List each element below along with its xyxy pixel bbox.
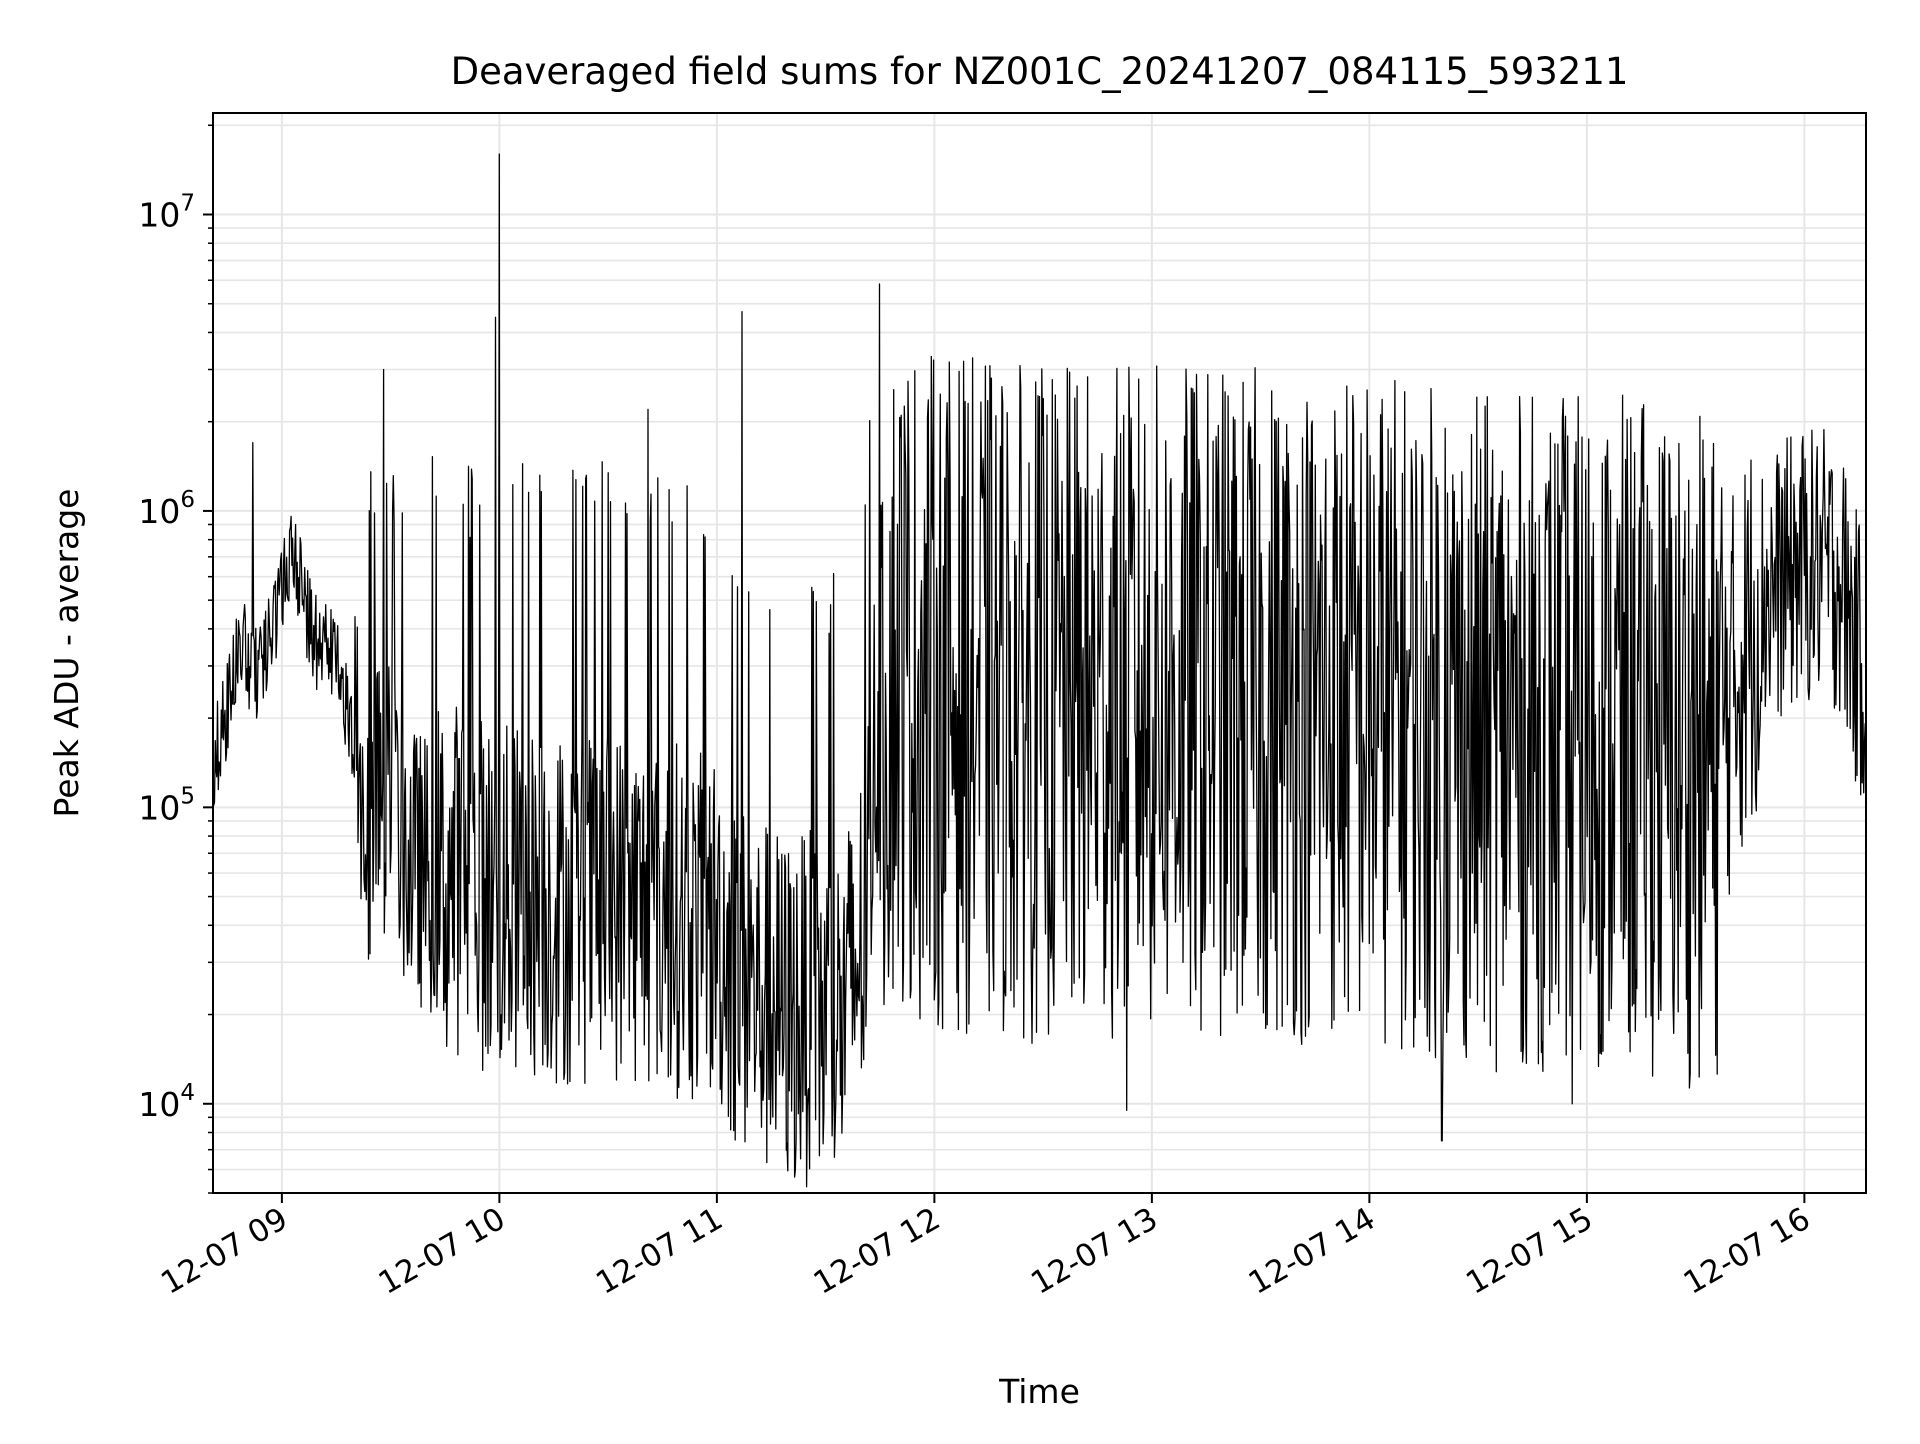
data-layer [212,153,1867,1188]
y-tick-label: 105 [138,783,195,827]
y-axis-label: Peak ADU - average [47,489,86,818]
y-tick-label: 106 [138,487,195,531]
y-tick-label: 107 [138,191,195,235]
x-axis-label: Time [998,1372,1080,1411]
chart-title: Deaveraged field sums for NZ001C_2024120… [451,50,1629,93]
data-series-line [212,153,1867,1188]
axes-frame [212,112,1867,1194]
y-tick-label: 104 [138,1080,195,1124]
